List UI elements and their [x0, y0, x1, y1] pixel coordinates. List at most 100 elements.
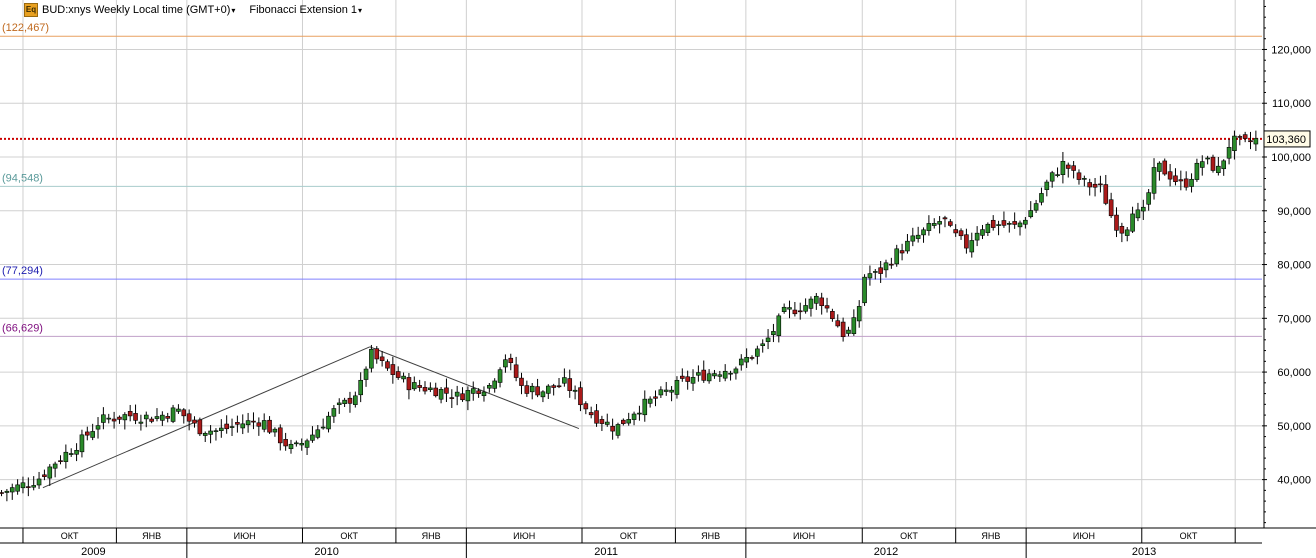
- symbol-dropdown[interactable]: BUD:xnys Weekly Local time (GMT+0) ▾: [42, 4, 235, 16]
- candlestick: [894, 244, 900, 267]
- candlestick: [117, 415, 122, 424]
- candle-body: [996, 224, 1001, 226]
- study-dropdown[interactable]: Fibonacci Extension 1 ▾: [249, 4, 362, 16]
- candlestick: [111, 411, 117, 429]
- candlestick: [744, 348, 749, 368]
- candle-body: [1173, 175, 1178, 182]
- candle-body: [15, 484, 20, 492]
- candle-body: [42, 474, 47, 477]
- candle-body: [931, 223, 937, 226]
- candlestick: [680, 368, 685, 382]
- candle-body: [267, 419, 272, 433]
- candlestick: [315, 425, 321, 440]
- fib-level-label: (94,548): [2, 172, 43, 184]
- candlesticks: [0, 130, 1262, 502]
- candlestick: [1012, 212, 1017, 229]
- candlestick: [513, 356, 519, 382]
- candle-body: [792, 309, 798, 315]
- eq-icon[interactable]: Eq: [24, 3, 38, 17]
- candle-body: [1216, 165, 1221, 173]
- candlestick: [1055, 167, 1060, 178]
- candlestick: [1242, 131, 1248, 143]
- candlestick: [487, 382, 492, 393]
- candle-body: [331, 408, 337, 417]
- candle-body: [4, 490, 10, 493]
- candle-body: [379, 356, 385, 361]
- candle-body: [942, 217, 948, 220]
- candle-body: [160, 414, 165, 421]
- candle-body: [594, 410, 599, 424]
- candle-body: [1205, 157, 1210, 160]
- candlestick: [669, 386, 674, 402]
- candle-body: [717, 374, 723, 377]
- candlestick: [261, 413, 267, 433]
- candle-body: [685, 376, 690, 382]
- candle-body: [926, 223, 932, 231]
- fib-trend-line[interactable]: [369, 346, 580, 429]
- month-label: ОКТ: [620, 531, 638, 541]
- candlestick: [1028, 201, 1034, 219]
- candlestick: [562, 368, 567, 387]
- candlestick: [535, 378, 540, 398]
- candle-body: [283, 439, 288, 447]
- fib-trend-line[interactable]: [42, 346, 371, 489]
- candlestick: [1082, 175, 1087, 187]
- candle-body: [342, 399, 347, 404]
- candlestick: [181, 408, 187, 424]
- candlestick: [545, 384, 551, 399]
- candlestick: [964, 228, 969, 254]
- candle-body: [690, 377, 696, 384]
- candle-body: [52, 463, 58, 469]
- candlestick: [1087, 178, 1093, 196]
- month-label: ОКТ: [900, 531, 918, 541]
- candle-body: [127, 411, 133, 417]
- candlestick: [1065, 162, 1071, 178]
- candlestick: [674, 376, 680, 399]
- candlestick: [342, 397, 347, 407]
- candle-body: [170, 407, 176, 422]
- candle-body: [245, 420, 251, 426]
- candle-body: [862, 276, 867, 304]
- fibonacci-extension[interactable]: (122,467) (94,548) (77,294) (66,629): [0, 22, 1262, 489]
- candle-body: [481, 391, 487, 397]
- candlestick: [969, 232, 975, 258]
- candle-body: [1183, 178, 1189, 188]
- candlestick: [578, 381, 583, 412]
- candlestick: [90, 423, 95, 441]
- candle-body: [599, 419, 605, 424]
- candle-body: [856, 306, 862, 322]
- candle-body: [894, 248, 900, 265]
- fib-level-label: (66,629): [2, 322, 43, 334]
- candlestick: [551, 383, 556, 396]
- candlestick: [958, 228, 964, 240]
- candlestick: [1135, 202, 1141, 222]
- candlestick: [626, 412, 632, 426]
- candlestick: [363, 366, 369, 387]
- candle-body: [1199, 161, 1205, 168]
- candle-body: [36, 478, 42, 486]
- candle-body: [438, 389, 444, 400]
- candlestick: [594, 404, 599, 427]
- candlestick: [74, 443, 79, 462]
- candlestick: [272, 427, 278, 437]
- candlestick: [1157, 161, 1162, 181]
- candlestick: [277, 424, 283, 451]
- candlestick: [792, 301, 798, 317]
- candle-body: [315, 429, 321, 438]
- candle-body: [524, 385, 530, 394]
- candle-body: [428, 387, 433, 390]
- candle-body: [964, 234, 969, 249]
- candle-body: [117, 416, 122, 420]
- candle-body: [728, 372, 733, 375]
- candlestick: [395, 366, 401, 380]
- month-label: ЯНВ: [701, 531, 720, 541]
- candlestick: [1108, 192, 1114, 218]
- candle-body: [95, 425, 101, 430]
- candle-body: [712, 373, 717, 377]
- candlestick: [867, 265, 873, 286]
- candlestick: [133, 404, 138, 425]
- candlestick: [642, 390, 648, 422]
- candlestick: [449, 389, 455, 408]
- candle-body: [905, 240, 910, 252]
